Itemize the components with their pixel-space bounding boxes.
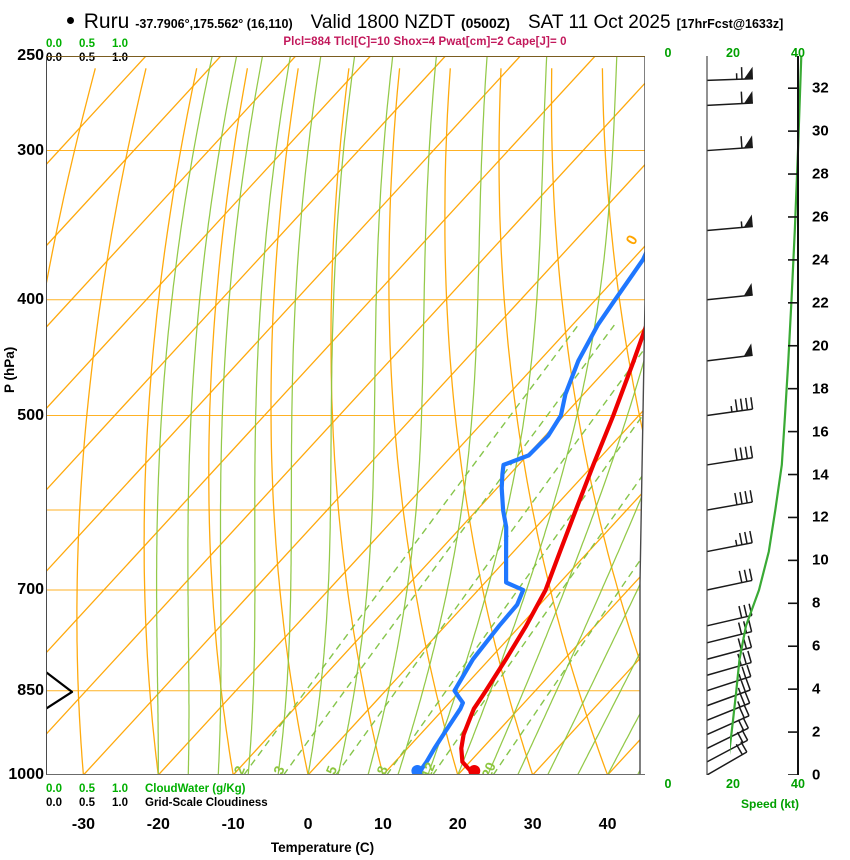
dry-adiabat-lines bbox=[46, 68, 645, 775]
height-tick-8: 8 bbox=[812, 594, 821, 612]
wind-barb bbox=[706, 343, 753, 362]
height-tick-10: 10 bbox=[812, 551, 829, 569]
svg-text:5: 5 bbox=[322, 763, 340, 775]
height-tick-2: 2 bbox=[812, 723, 821, 741]
temperature-tick-0: 0 bbox=[303, 816, 313, 833]
svg-text:3: 3 bbox=[270, 763, 288, 775]
header: Ruru -37.7906°,175.562° (16,110) Valid 1… bbox=[0, 10, 850, 36]
temperature-tick-10: 10 bbox=[374, 816, 392, 833]
cloudwater-tick-1: 0.5 bbox=[79, 38, 95, 50]
pressure-tick-300: 300 bbox=[17, 141, 44, 159]
svg-text:20: 20 bbox=[478, 760, 499, 775]
height-tick-32: 32 bbox=[812, 79, 829, 97]
station-name: Ruru bbox=[83, 10, 130, 33]
height-tick-28: 28 bbox=[812, 165, 829, 183]
height-tick-6: 6 bbox=[812, 637, 821, 655]
svg-text:0: 0 bbox=[623, 232, 642, 248]
pressure-tick-700: 700 bbox=[17, 581, 44, 598]
valid-time: Valid 1800 NZDT bbox=[310, 12, 455, 33]
cloudwater-legend-label: CloudWater (g/Kg) bbox=[145, 783, 246, 795]
cloudiness-tick-1: 0.5 bbox=[79, 52, 95, 64]
wind-barb bbox=[706, 717, 750, 750]
height-tick-12: 12 bbox=[812, 508, 829, 526]
cloudwater-tick-2: 1.0 bbox=[112, 38, 128, 50]
height-ticks bbox=[788, 87, 798, 775]
wind-barb bbox=[706, 445, 754, 466]
wind-barb bbox=[706, 704, 750, 736]
pressure-axis-title: P (hPa) bbox=[2, 346, 17, 393]
wind-barb bbox=[706, 568, 753, 591]
temperature-tick--10: -10 bbox=[221, 816, 245, 833]
cloudiness-legend-tick-2: 1.0 bbox=[112, 797, 128, 809]
wind-barb bbox=[706, 214, 753, 232]
wind-barb bbox=[706, 691, 751, 722]
wind-barb bbox=[706, 283, 753, 301]
height-tick-22: 22 bbox=[812, 294, 829, 312]
svg-text:8: 8 bbox=[373, 763, 391, 775]
wind-speed-profile bbox=[730, 56, 803, 756]
valid-date: SAT 11 Oct 2025 bbox=[527, 12, 671, 33]
forecast-age: [17hrFcst@1633z] bbox=[676, 17, 784, 31]
height-tick-24: 24 bbox=[812, 251, 829, 269]
wind-barb bbox=[706, 91, 753, 107]
temperature-tick-30: 30 bbox=[523, 816, 542, 833]
height-tick-20: 20 bbox=[812, 337, 829, 355]
height-tick-16: 16 bbox=[812, 423, 829, 441]
station-coordinates: -37.7906°,175.562° (16,110) bbox=[135, 17, 293, 31]
valid-time-utc: (0500Z) bbox=[460, 15, 510, 31]
temperature-tick-40: 40 bbox=[598, 816, 617, 833]
pressure-tick-250: 250 bbox=[17, 47, 44, 64]
station-dot bbox=[66, 17, 74, 24]
skewt-plot-area[interactable]: 235812200102030 bbox=[46, 56, 645, 775]
cloudiness-legend-tick-1: 0.5 bbox=[79, 797, 95, 809]
sounding-indices: Plcl=884 Tlcl[C]=10 Shox=4 Pwat[cm]=2 Ca… bbox=[283, 36, 567, 48]
cloudwater-legend-tick-2: 1.0 bbox=[112, 783, 128, 795]
temperature-curve[interactable] bbox=[459, 78, 645, 775]
cloudiness-legend-label: Grid-Scale Cloudiness bbox=[145, 797, 268, 809]
speed-tick-0-bottom: 0 bbox=[664, 777, 672, 791]
temperature-tick--30: -30 bbox=[71, 816, 95, 833]
speed-tick-0-top: 0 bbox=[664, 46, 672, 60]
cloudiness-tick-2: 1.0 bbox=[112, 52, 128, 64]
wind-barb bbox=[706, 66, 753, 82]
height-tick-30: 30 bbox=[812, 122, 829, 140]
cloudwater-legend-tick-1: 0.5 bbox=[79, 783, 95, 795]
speed-tick-40-top: 40 bbox=[791, 46, 805, 60]
wind-barb bbox=[706, 664, 752, 692]
cloudiness-legend-tick-0: 0.0 bbox=[46, 797, 62, 809]
svg-text:2: 2 bbox=[230, 763, 248, 775]
cloudwater-tick-0: 0.0 bbox=[46, 38, 62, 50]
plot-right-boundary bbox=[639, 56, 645, 775]
pressure-tick-400: 400 bbox=[17, 290, 44, 308]
wind-barb bbox=[706, 490, 754, 511]
cloudiness-trace bbox=[46, 671, 74, 710]
svg-text:12: 12 bbox=[418, 760, 439, 775]
wind-barb bbox=[706, 678, 751, 707]
temperature-tick-20: 20 bbox=[448, 816, 467, 833]
speed-tick-40-bottom: 40 bbox=[791, 777, 805, 791]
pressure-tick-500: 500 bbox=[17, 406, 44, 424]
wind-barb bbox=[706, 135, 753, 152]
speed-axis-title: Speed (kt) bbox=[740, 797, 799, 811]
speed-tick-20-top: 20 bbox=[726, 46, 740, 60]
height-tick-14: 14 bbox=[812, 466, 829, 484]
dewpoint-curve[interactable] bbox=[415, 86, 645, 775]
height-tick-4: 4 bbox=[812, 680, 821, 698]
height-speed-panel[interactable] bbox=[730, 56, 840, 775]
temperature-tick--20: -20 bbox=[146, 816, 170, 833]
speed-tick-20-bottom: 20 bbox=[726, 777, 740, 791]
height-tick-18: 18 bbox=[812, 380, 829, 398]
pressure-tick-1000: 1000 bbox=[8, 766, 44, 783]
cloudwater-legend-tick-0: 0.0 bbox=[46, 783, 62, 795]
pressure-tick-850: 850 bbox=[17, 681, 44, 699]
temperature-axis-title: Temperature (C) bbox=[270, 840, 375, 855]
height-tick-26: 26 bbox=[812, 208, 829, 226]
cloudiness-tick-0: 0.0 bbox=[46, 52, 62, 64]
height-tick-0: 0 bbox=[812, 766, 821, 784]
wind-barb bbox=[706, 530, 753, 553]
wind-barb bbox=[706, 397, 754, 417]
